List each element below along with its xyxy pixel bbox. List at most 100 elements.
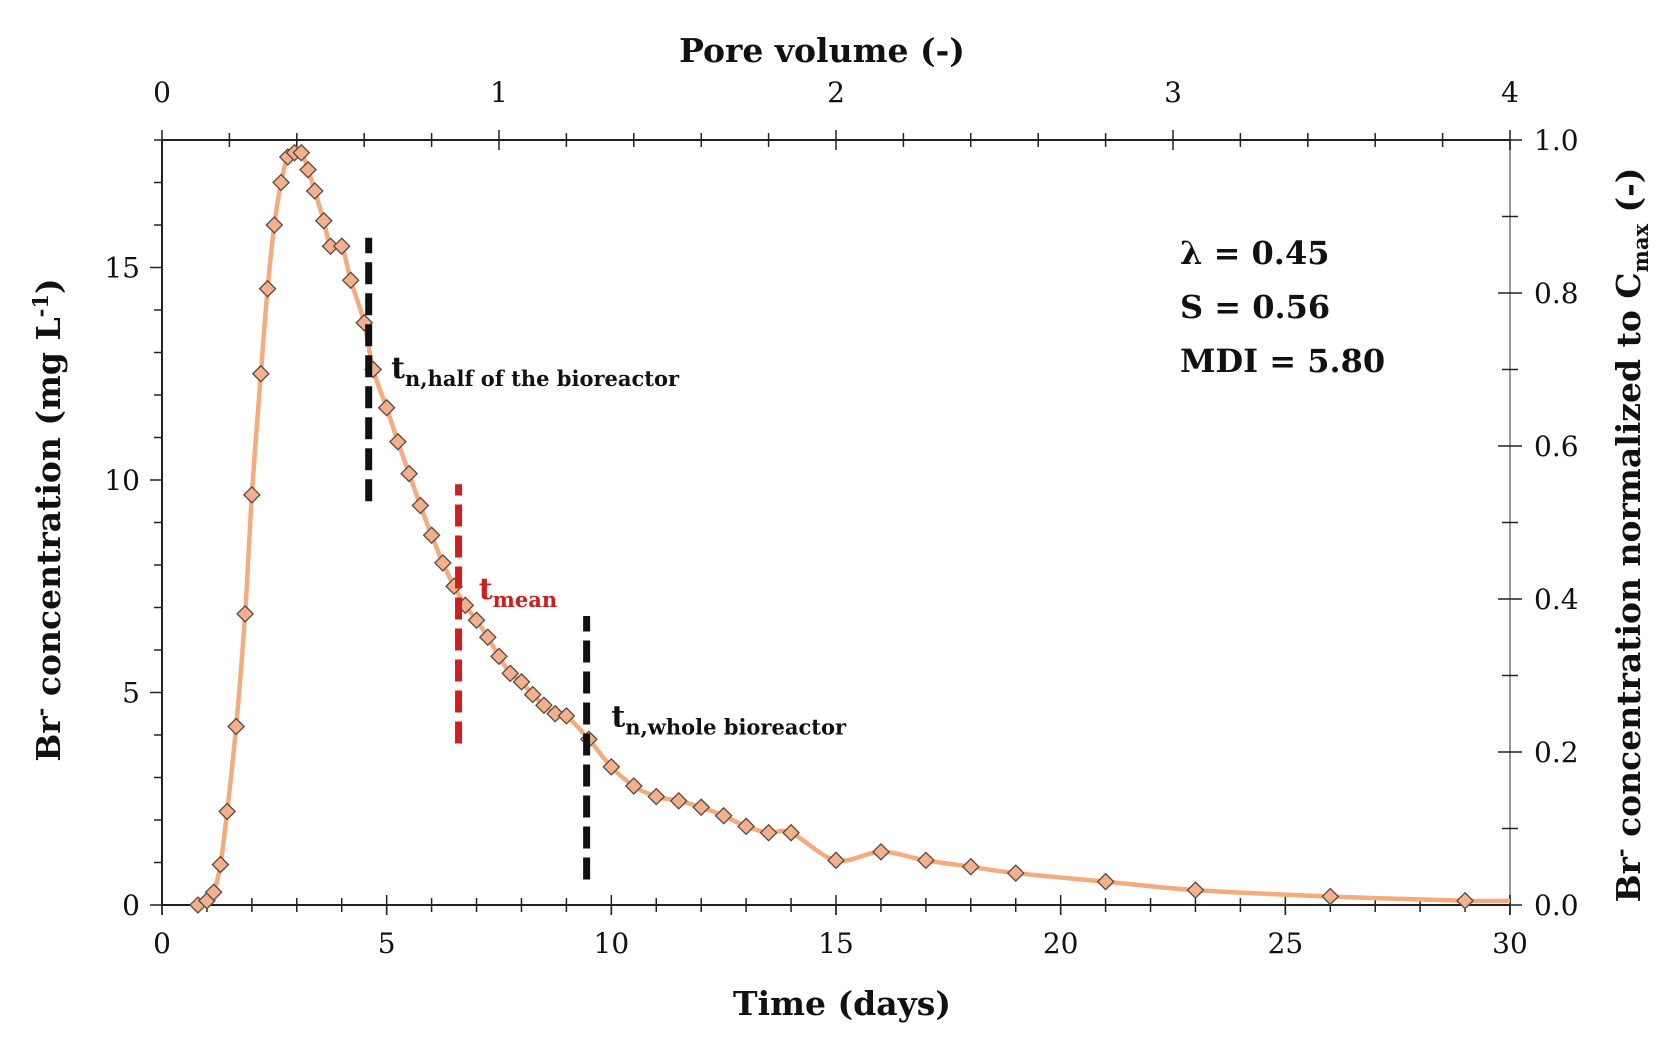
x2-tick-label: 4 [1501, 76, 1519, 109]
y2-axis-title-rest: concentration normalized to C [1609, 272, 1648, 848]
annotation-t-whole: tn,whole bioreactor [611, 700, 847, 740]
data-point [692, 798, 711, 817]
data-point [602, 757, 621, 776]
data-point [218, 802, 237, 821]
data-point [227, 717, 246, 736]
data-point [467, 611, 486, 630]
y-axis-title-main: Br [29, 716, 68, 762]
annotation-t-half: tn,half of the bioreactor [391, 351, 680, 391]
data-point [400, 464, 419, 483]
y2-axis-title-main: Br [1609, 857, 1648, 903]
annotation-t-half-sub: n,half of the bioreactor [405, 366, 680, 391]
data-point [1321, 887, 1340, 906]
data-point [272, 173, 290, 192]
y2-tick-label: 0.0 [1534, 889, 1579, 922]
data-point [523, 685, 542, 704]
axis-ticks [150, 130, 1522, 915]
data-point [624, 777, 643, 795]
data-point [535, 696, 553, 715]
data-point [647, 787, 666, 806]
series-markers-group [189, 143, 1474, 914]
data-point [251, 364, 270, 383]
x-tick-label: 5 [378, 927, 396, 960]
x2-tick-label: 2 [827, 76, 845, 109]
data-point [759, 823, 778, 842]
y2-tick-label: 0.2 [1534, 736, 1579, 769]
data-point [512, 672, 531, 691]
data-point [669, 791, 688, 810]
data-point [557, 706, 576, 725]
annotation-t-mean-base: t [479, 572, 493, 607]
data-point [916, 851, 935, 870]
x-tick-label: 30 [1492, 927, 1528, 960]
data-point [872, 842, 890, 861]
data-point [258, 279, 277, 298]
x-axis-title: Time (days) [733, 984, 951, 1023]
y-tick-label: 5 [122, 677, 140, 710]
data-point [1096, 872, 1115, 891]
data-point [433, 553, 452, 572]
data-point [827, 851, 845, 870]
data-point [292, 143, 311, 162]
stat-mdi: MDI = 5.80 [1180, 342, 1385, 380]
y2-axis-title: Br- concentration normalized to Cmax (-) [1608, 168, 1653, 903]
stat-s: S = 0.56 [1180, 288, 1330, 326]
data-point [961, 857, 980, 876]
y2-tick-label: 0.6 [1534, 430, 1579, 463]
data-point [341, 271, 360, 290]
data-point [388, 432, 407, 451]
annotation-t-mean-sub: mean [493, 587, 557, 612]
vertical-markers-group [365, 237, 591, 880]
stat-lambda: λ = 0.45 [1180, 234, 1329, 272]
data-point [422, 526, 441, 545]
y-axis-title-sup: - [28, 708, 53, 717]
y2-tick-label: 1.0 [1534, 124, 1579, 157]
data-point [782, 823, 800, 842]
data-point [546, 704, 565, 723]
data-point [501, 664, 520, 683]
y-tick-label: 15 [104, 252, 140, 285]
y2-axis-title-end: (-) [1609, 168, 1648, 224]
x-tick-label: 25 [1268, 927, 1304, 960]
data-point [1186, 881, 1205, 900]
y2-tick-label: 0.4 [1534, 583, 1579, 616]
data-point [265, 216, 284, 234]
data-point [714, 806, 733, 825]
annotation-t-whole-base: t [611, 700, 625, 735]
data-point [211, 855, 230, 874]
data-point [1006, 864, 1025, 883]
y-axis-title-rest: concentration (mg L [29, 317, 68, 707]
y-tick-label: 10 [104, 464, 140, 497]
data-point [1456, 891, 1474, 910]
tick-labels: 0 5 10 15 20 25 30 0 1 2 3 4 0 5 10 15 0.0 0.2 0.4 0.6 0.8 1.… [104, 76, 1578, 960]
x-tick-label: 15 [818, 927, 854, 960]
annotation-t-mean: tmean [479, 572, 557, 612]
data-point [411, 496, 430, 515]
x-tick-label: 0 [153, 927, 171, 960]
data-point [332, 237, 351, 256]
x-tick-label: 10 [594, 927, 630, 960]
data-point [242, 485, 261, 504]
x2-tick-label: 3 [1164, 76, 1182, 109]
y-tick-label: 0 [122, 889, 140, 922]
y-axis-title-end: ) [29, 278, 68, 294]
data-point [305, 182, 324, 200]
y-axis-title: Br- concentration (mg L-1) [28, 278, 68, 761]
annotation-t-half-base: t [391, 351, 405, 386]
x2-tick-label: 0 [153, 76, 171, 109]
y2-tick-label: 0.8 [1534, 277, 1579, 310]
data-point [314, 211, 333, 230]
x2-tick-label: 1 [490, 76, 508, 109]
data-point [377, 398, 396, 417]
data-point [478, 628, 497, 647]
data-point [490, 647, 508, 666]
x2-axis-title: Pore volume (-) [679, 31, 965, 70]
data-point [299, 160, 317, 179]
annotation-t-whole-sub: n,whole bioreactor [625, 715, 847, 740]
data-point [236, 604, 255, 623]
y2-axis-title-sub: max [1628, 224, 1653, 273]
data-point [737, 817, 756, 836]
y2-axis-title-sup: - [1608, 848, 1633, 857]
x-tick-label: 20 [1043, 927, 1079, 960]
